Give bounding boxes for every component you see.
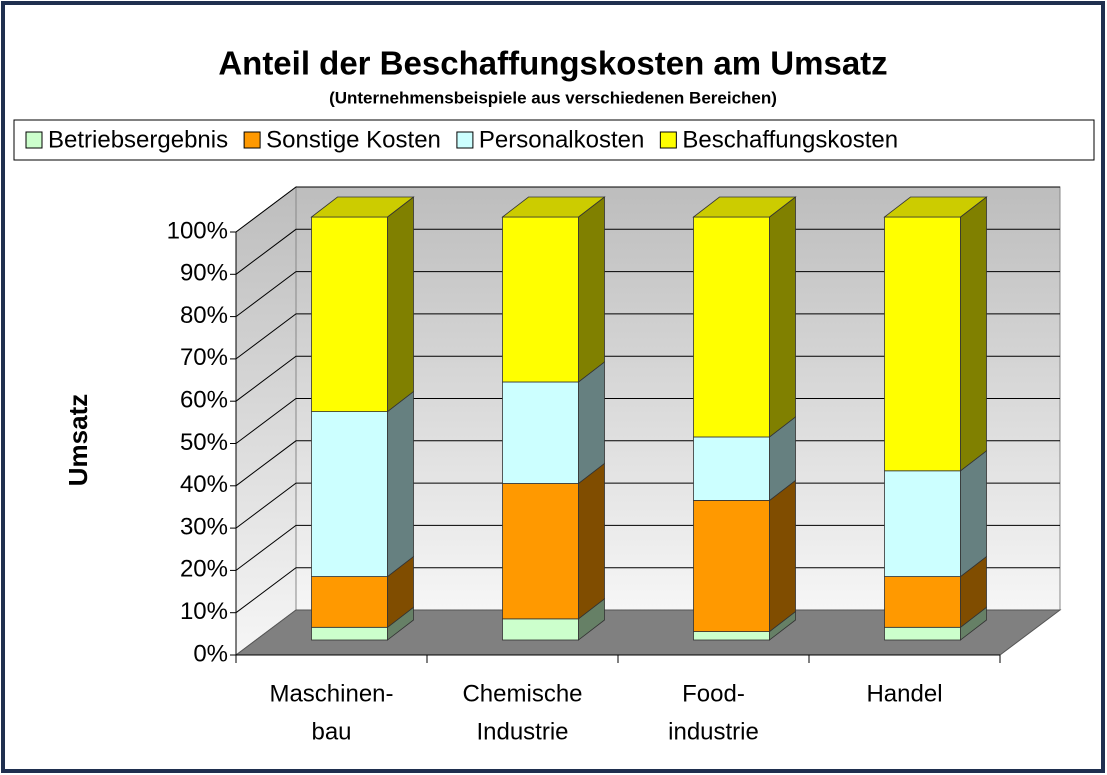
- y-tick-label: 30%: [180, 513, 228, 540]
- x-tick-label: Industrie: [476, 718, 568, 745]
- bar-segment: [693, 436, 770, 501]
- x-tick-label: Food-: [682, 680, 745, 707]
- bar-segment: [884, 216, 961, 472]
- x-tick-label: industrie: [668, 718, 759, 745]
- legend-swatch: [25, 131, 43, 149]
- bar-segment: [693, 631, 770, 641]
- y-tick-label: 50%: [180, 429, 228, 456]
- y-tick-label: 10%: [180, 598, 228, 625]
- grid-line: [235, 271, 1060, 318]
- y-axis-label: Umsatz: [63, 394, 93, 486]
- legend-label: Personalkosten: [479, 126, 644, 153]
- bar-side: [578, 196, 605, 383]
- y-tick-label: 60%: [180, 387, 228, 414]
- grid-line: [235, 186, 1060, 233]
- bar-side: [387, 390, 414, 578]
- y-tick-label: 90%: [180, 260, 228, 287]
- grid-line: [235, 228, 1060, 275]
- bar-segment: [311, 216, 388, 412]
- y-tick-label: 70%: [180, 344, 228, 371]
- legend-box: [13, 119, 1095, 161]
- bar-segment: [693, 216, 770, 438]
- bar-segment: [502, 618, 579, 641]
- bar-side: [960, 449, 987, 578]
- bar-segment: [884, 470, 961, 577]
- x-tick-label: Chemische: [462, 680, 582, 707]
- bar-side: [578, 462, 605, 620]
- bar-segment: [884, 626, 961, 641]
- bar-segment: [502, 483, 579, 620]
- bar-segment: [311, 626, 388, 641]
- bar-top: [692, 196, 797, 218]
- bar-side: [769, 196, 796, 438]
- bar-side: [960, 196, 987, 472]
- grid-line: [235, 482, 1060, 529]
- legend-label: Beschaffungskosten: [682, 126, 898, 153]
- grid-line: [235, 440, 1060, 487]
- x-tick-label: Handel: [866, 680, 942, 707]
- bar-top: [501, 196, 606, 218]
- chart-subtitle: (Unternehmensbeispiele aus verschiedenen…: [329, 88, 777, 107]
- bar-segment: [502, 216, 579, 383]
- bar-segment: [693, 500, 770, 632]
- y-tick-label: 80%: [180, 302, 228, 329]
- legend-label: Sonstige Kosten: [266, 126, 441, 153]
- x-tick-label: bau: [311, 718, 351, 745]
- chart-title: Anteil der Beschaffungskosten am Umsatz: [218, 45, 887, 82]
- grid-line: [235, 524, 1060, 571]
- grid-line: [235, 398, 1060, 444]
- y-tick-label: 40%: [180, 471, 228, 498]
- bar-top: [310, 196, 415, 218]
- y-tick-label: 20%: [180, 556, 228, 583]
- grid-line: [235, 355, 1060, 402]
- bar-side: [387, 196, 414, 413]
- legend-swatch: [659, 131, 677, 149]
- x-tick-label: Maschinen-: [269, 680, 393, 707]
- y-tick-label: 100%: [167, 217, 228, 244]
- grid-line: [235, 313, 1060, 360]
- legend-swatch: [456, 131, 474, 149]
- legend-label: Betriebsergebnis: [48, 126, 228, 153]
- y-tick-label: 0%: [193, 640, 228, 667]
- grid-line: [235, 567, 1060, 614]
- bar-side: [578, 361, 605, 485]
- bar-segment: [884, 576, 961, 628]
- legend-swatch: [243, 131, 261, 149]
- bar-segment: [311, 576, 388, 628]
- bar-top: [883, 196, 988, 218]
- bar-segment: [502, 381, 579, 484]
- bar-segment: [311, 411, 388, 577]
- bar-side: [769, 479, 796, 633]
